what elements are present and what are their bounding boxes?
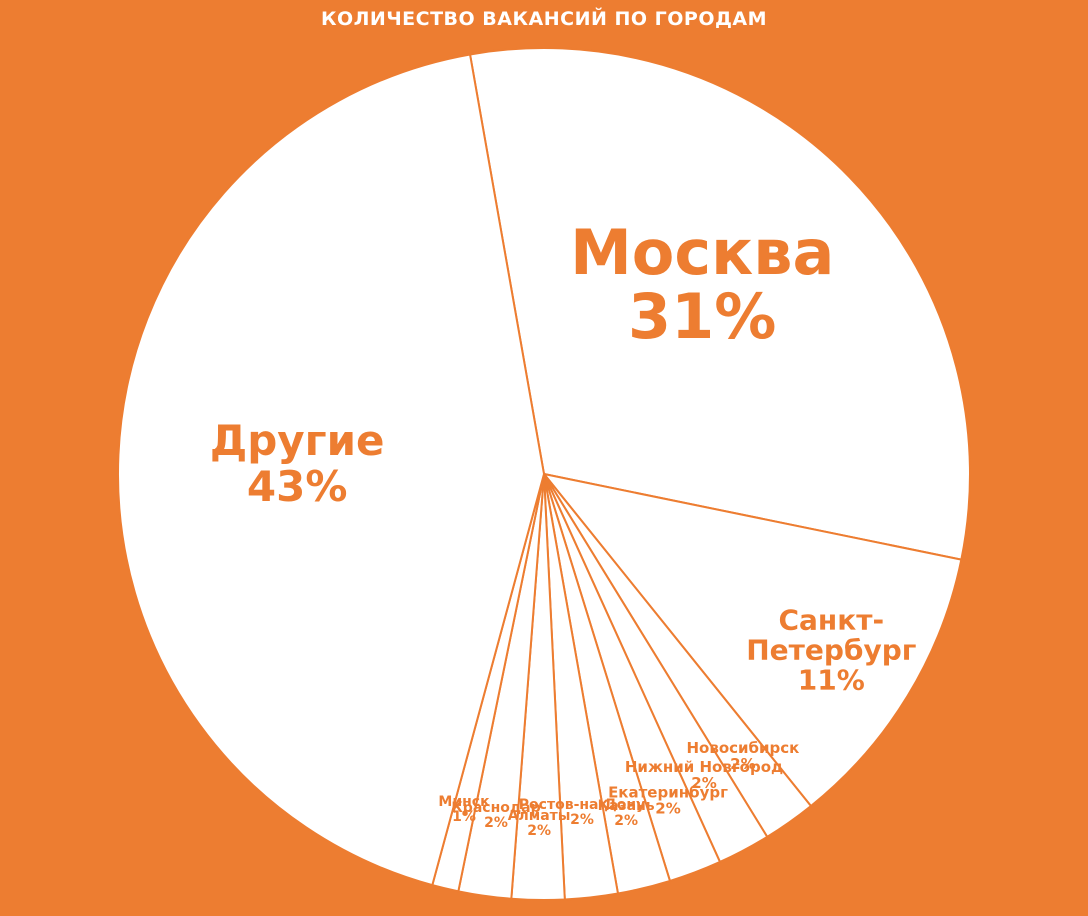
slice-percent: 11% — [798, 663, 865, 696]
slice-label-5: Екатеринбург 2% — [608, 784, 728, 818]
slice-name: Алматы — [508, 808, 571, 824]
slice-name: Петербург — [746, 633, 916, 666]
pie-labels: Москва 31%Санкт-Петербург 11%Новосибирск 2%… — [210, 216, 917, 839]
slice-percent: 2% — [655, 800, 680, 818]
slice-label-3: Новосибирск 2% — [686, 739, 799, 773]
slice-label-11: Другие 43% — [210, 415, 385, 510]
slice-name: Минск — [438, 794, 490, 810]
pie-slice-1 — [468, 47, 971, 561]
slice-percent: 43% — [247, 461, 348, 510]
slice-label-8: Алматы 2% — [508, 808, 571, 839]
slice-label-7: Ростов-на-Дону 2% — [519, 797, 645, 828]
slice-percent: 2% — [614, 813, 638, 829]
slice-percent: 2% — [484, 815, 508, 831]
slice-percent: 2% — [730, 755, 755, 773]
slice-label-6: Казань 2% — [598, 798, 655, 829]
slice-name: Краснодар — [451, 800, 540, 816]
chart-title: КОЛИЧЕСТВО ВАКАНСИЙ ПО ГОРОДАМ — [320, 8, 768, 30]
slice-name: Нижний Новгород — [625, 758, 783, 776]
slice-percent: 2% — [691, 774, 716, 792]
slice-label-9: Краснодар 2% — [451, 800, 540, 831]
slice-percent: 2% — [527, 823, 551, 839]
slice-percent: 31% — [628, 280, 776, 353]
slice-label-1: Москва 31% — [570, 216, 834, 353]
pie-slice-2 — [541, 472, 963, 808]
slice-percent: 1% — [452, 809, 476, 825]
slice-name: Казань — [598, 798, 655, 814]
slice-label-4: Нижний Новгород 2% — [625, 758, 783, 792]
pie-slices — [117, 47, 971, 901]
slice-name: Новосибирск — [686, 739, 799, 757]
slice-percent: 2% — [570, 812, 594, 828]
slice-name: Ростов-на-Дону — [519, 797, 645, 813]
slice-label-10: Минск 1% — [438, 794, 490, 825]
pie-slice-11 — [117, 53, 546, 887]
slice-name: Екатеринбург — [608, 784, 728, 802]
slice-label-2: Санкт-Петербург 11% — [746, 603, 916, 696]
slice-name: Другие — [210, 415, 385, 464]
slice-name: Москва — [570, 216, 834, 289]
slice-name: Санкт- — [778, 603, 884, 636]
